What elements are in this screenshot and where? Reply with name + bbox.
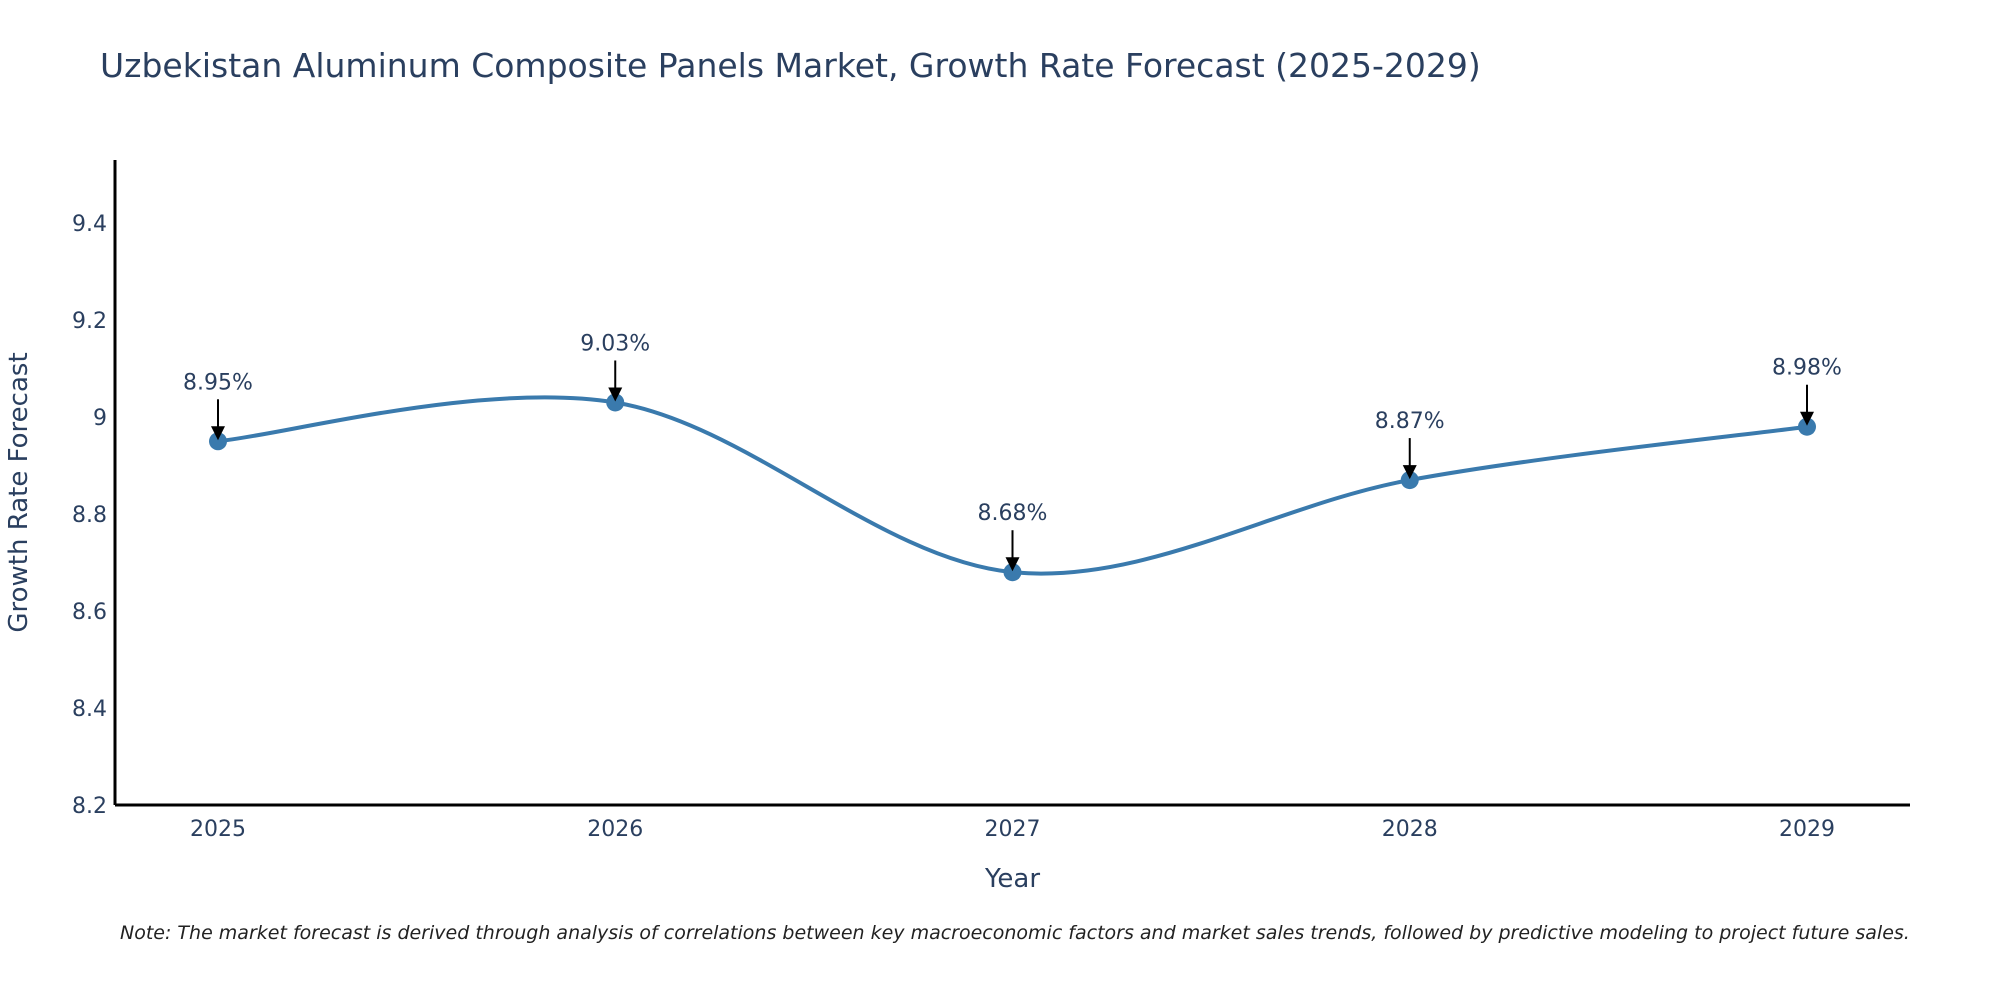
data-label: 8.87% bbox=[1375, 409, 1445, 434]
data-point bbox=[1400, 471, 1419, 490]
annotation-arrow-head bbox=[1005, 557, 1020, 572]
y-tick-label: 8.2 bbox=[72, 794, 107, 819]
annotation-arrow-head bbox=[211, 426, 225, 441]
x-tick-label: 2029 bbox=[1779, 817, 1835, 842]
data-label: 8.95% bbox=[183, 370, 253, 395]
y-tick-label: 9.4 bbox=[72, 212, 107, 237]
data-label: 8.68% bbox=[978, 501, 1048, 526]
x-tick-label: 2025 bbox=[190, 817, 246, 842]
data-point bbox=[1798, 417, 1816, 436]
annotation-arrow-head bbox=[608, 387, 623, 402]
data-point bbox=[1003, 563, 1022, 582]
y-tick-label: 8.4 bbox=[72, 697, 107, 722]
y-axis-ticks: 8.2 8.4 8.6 8.8 9 9.2 9.4 bbox=[72, 212, 107, 819]
x-tick-label: 2027 bbox=[985, 817, 1041, 842]
data-point bbox=[606, 393, 625, 412]
x-axis-title: Year bbox=[984, 864, 1040, 894]
x-axis-ticks: 2025 2026 2027 2028 2029 bbox=[190, 817, 1835, 842]
y-tick-label: 8.6 bbox=[72, 600, 107, 625]
x-tick-label: 2028 bbox=[1382, 817, 1438, 842]
annotation-arrow-head bbox=[1402, 465, 1417, 480]
x-tick-label: 2026 bbox=[587, 817, 643, 842]
y-tick-label: 9 bbox=[93, 406, 107, 431]
chart-note: Note: The market forecast is derived thr… bbox=[120, 922, 1910, 944]
data-label: 8.98% bbox=[1772, 356, 1842, 381]
data-point bbox=[209, 432, 227, 451]
data-label-annotations: 8.95% 9.03% 8.68% 8.87% 8.98% bbox=[183, 331, 1842, 572]
chart-title: Uzbekistan Aluminum Composite Panels Mar… bbox=[100, 46, 1481, 85]
annotation-arrow-head bbox=[1800, 411, 1814, 426]
data-label: 9.03% bbox=[580, 331, 650, 356]
y-tick-label: 9.2 bbox=[72, 309, 107, 334]
y-tick-label: 8.8 bbox=[72, 503, 107, 528]
data-points bbox=[209, 393, 1816, 582]
y-axis-title: Growth Rate Forecast bbox=[4, 352, 34, 632]
